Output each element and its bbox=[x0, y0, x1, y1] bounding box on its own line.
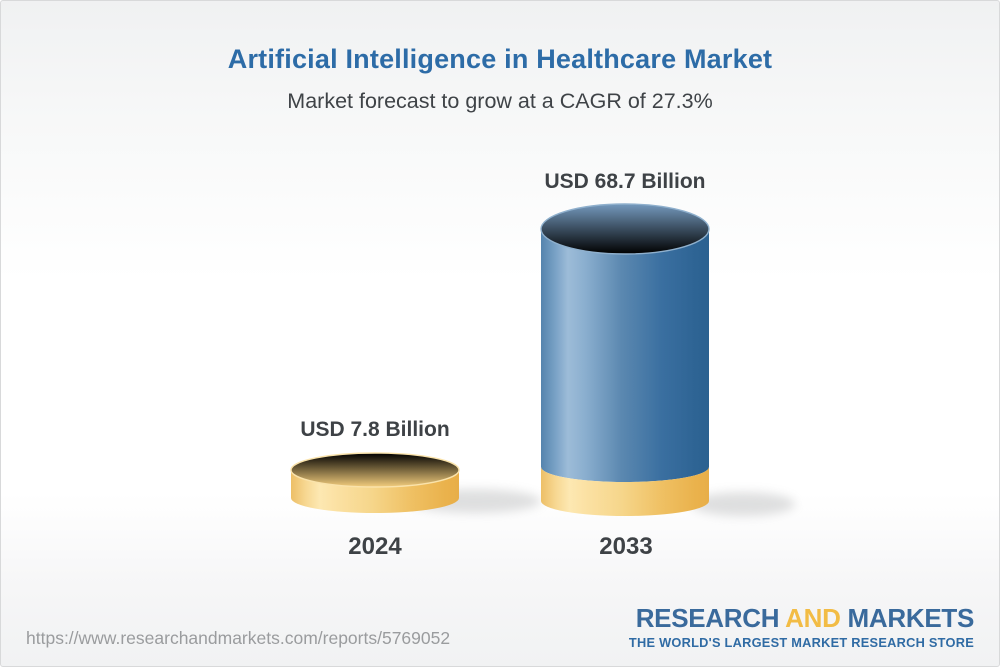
logo-wordmark: RESEARCH AND MARKETS bbox=[635, 603, 975, 633]
report-url: https://www.researchandmarkets.com/repor… bbox=[26, 628, 451, 648]
bar-2033-base-segment bbox=[541, 467, 709, 516]
bar-2033-category-label: 2033 bbox=[599, 533, 653, 560]
logo-word-markets: MARKETS bbox=[847, 603, 975, 633]
bar-2033-shadow bbox=[691, 492, 795, 516]
chart-subtitle: Market forecast to grow at a CAGR of 27.… bbox=[287, 89, 713, 113]
bar-2033-value-label: USD 68.7 Billion bbox=[544, 170, 706, 193]
bar-2024-value-label: USD 7.8 Billion bbox=[300, 418, 450, 441]
bar-2033-top bbox=[540, 203, 710, 255]
chart-title: Artificial Intelligence in Healthcare Ma… bbox=[227, 44, 773, 74]
logo-word-research: RESEARCH bbox=[635, 603, 780, 633]
bar-2033-body bbox=[541, 229, 709, 482]
research-and-markets-logo: RESEARCH AND MARKETS THE WORLD'S LARGEST… bbox=[628, 603, 975, 651]
logo-tagline: THE WORLD'S LARGEST MARKET RESEARCH STOR… bbox=[628, 635, 974, 651]
bar-2024-top bbox=[290, 452, 460, 488]
bar-2024-category-label: 2024 bbox=[348, 533, 402, 560]
logo-word-and: AND bbox=[785, 603, 841, 633]
